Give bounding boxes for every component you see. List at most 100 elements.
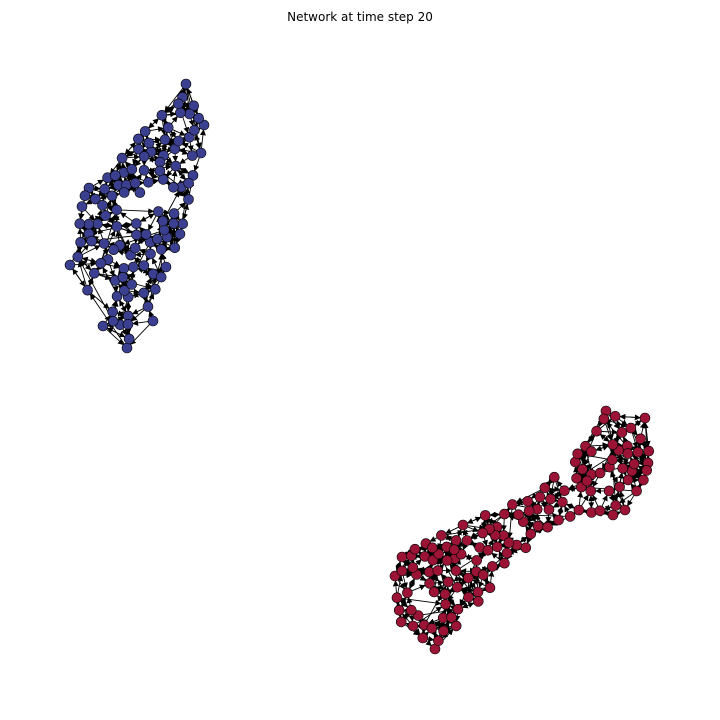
graph-edge (85, 198, 93, 205)
blue-community-node (156, 244, 167, 255)
graph-edge (163, 119, 170, 126)
graph-edge (431, 573, 438, 580)
graph-edge (144, 174, 151, 181)
graph-edge (131, 309, 145, 322)
graph-edge (599, 433, 610, 442)
blue-community-node (117, 271, 129, 283)
red-community-node (396, 551, 408, 563)
blue-community-node (170, 160, 182, 172)
red-community-node (396, 565, 408, 577)
graph-edge (134, 159, 142, 167)
graph-edge (506, 509, 513, 539)
blue-community-node (126, 279, 137, 290)
graph-edge (148, 118, 159, 129)
blue-community-node (75, 237, 86, 248)
graph-edge (171, 116, 178, 125)
blue-community-node (82, 284, 93, 296)
blue-community-node (139, 126, 151, 137)
graph-edge (425, 639, 432, 647)
red-community-node (610, 500, 622, 511)
graph-edge (110, 199, 117, 206)
graph-edge (170, 130, 177, 138)
graph-edge (605, 423, 613, 441)
blue-community-node (106, 190, 118, 202)
red-community-node (545, 493, 556, 505)
red-community-node (457, 519, 469, 531)
graph-edge (639, 422, 646, 434)
red-community-node (598, 413, 610, 425)
graph-edge (405, 622, 412, 629)
blue-community-node (126, 164, 138, 175)
red-community-node (594, 467, 606, 479)
blue-community-node (147, 315, 159, 327)
graph-edge (604, 505, 612, 512)
graph-edge (118, 283, 125, 291)
blue-community-node (155, 271, 167, 283)
graph-edge (588, 434, 595, 443)
blue-community-node (153, 206, 164, 217)
graph-edge (601, 494, 608, 507)
graph-edge (552, 502, 560, 508)
graph-edge (152, 178, 160, 185)
graph-edge (113, 192, 121, 199)
blue-community-node (168, 208, 180, 219)
graph-edge (429, 536, 438, 542)
blue-community-node (99, 183, 110, 195)
red-community-node (520, 542, 532, 554)
graph-edge (431, 630, 437, 638)
red-community-node (585, 485, 597, 497)
graph-edge (566, 503, 575, 510)
graph-edge (152, 257, 160, 273)
graph-edge (495, 555, 504, 564)
graph-edge (163, 209, 170, 216)
graph-edge (453, 574, 460, 583)
graph-edge (470, 542, 478, 549)
red-community-node (436, 530, 447, 541)
graph-edge (488, 570, 495, 583)
red-community-node (477, 527, 489, 539)
graph-edge (470, 533, 479, 539)
graph-edge (80, 259, 92, 271)
graph-edge (195, 119, 201, 127)
graph-edge (132, 319, 149, 326)
blue-community-node (100, 210, 111, 221)
graph-edge (406, 596, 413, 606)
graph-edge (631, 475, 638, 487)
graph-edge (159, 240, 166, 248)
blue-community-node (152, 233, 163, 245)
graph-edge (152, 149, 160, 156)
red-community-node (407, 562, 419, 573)
graph-edge (434, 579, 444, 586)
graph-edge (583, 473, 589, 480)
red-community-node (548, 471, 560, 483)
red-community-node (432, 565, 444, 576)
red-community-node (433, 635, 444, 647)
graph-edge (532, 513, 545, 525)
graph-edge (495, 539, 502, 546)
graph-edge (117, 310, 125, 317)
red-community-node (525, 528, 537, 540)
graph-edge (129, 271, 136, 280)
graph-edge (616, 420, 622, 429)
red-community-node (607, 509, 619, 521)
blue-community-node (119, 285, 130, 296)
red-community-node (438, 625, 449, 637)
graph-edge (527, 500, 534, 507)
graph-edge (427, 564, 433, 571)
graph-edge (179, 149, 189, 155)
red-community-node (446, 612, 457, 623)
blue-community-node (128, 261, 139, 273)
graph-edge (148, 293, 155, 303)
graph-edge (171, 170, 178, 183)
blue-community-node (143, 137, 155, 149)
graph-edge (428, 618, 439, 625)
graph-edge (146, 255, 152, 262)
red-community-node (442, 576, 454, 588)
graph-edge (162, 131, 169, 139)
graph-edge (480, 519, 487, 529)
graph-edge (180, 104, 187, 112)
graph-edge (637, 465, 645, 472)
blue-community-node (110, 170, 121, 181)
graph-edge (527, 515, 534, 530)
figure-title: Network at time step 20 (287, 10, 433, 24)
